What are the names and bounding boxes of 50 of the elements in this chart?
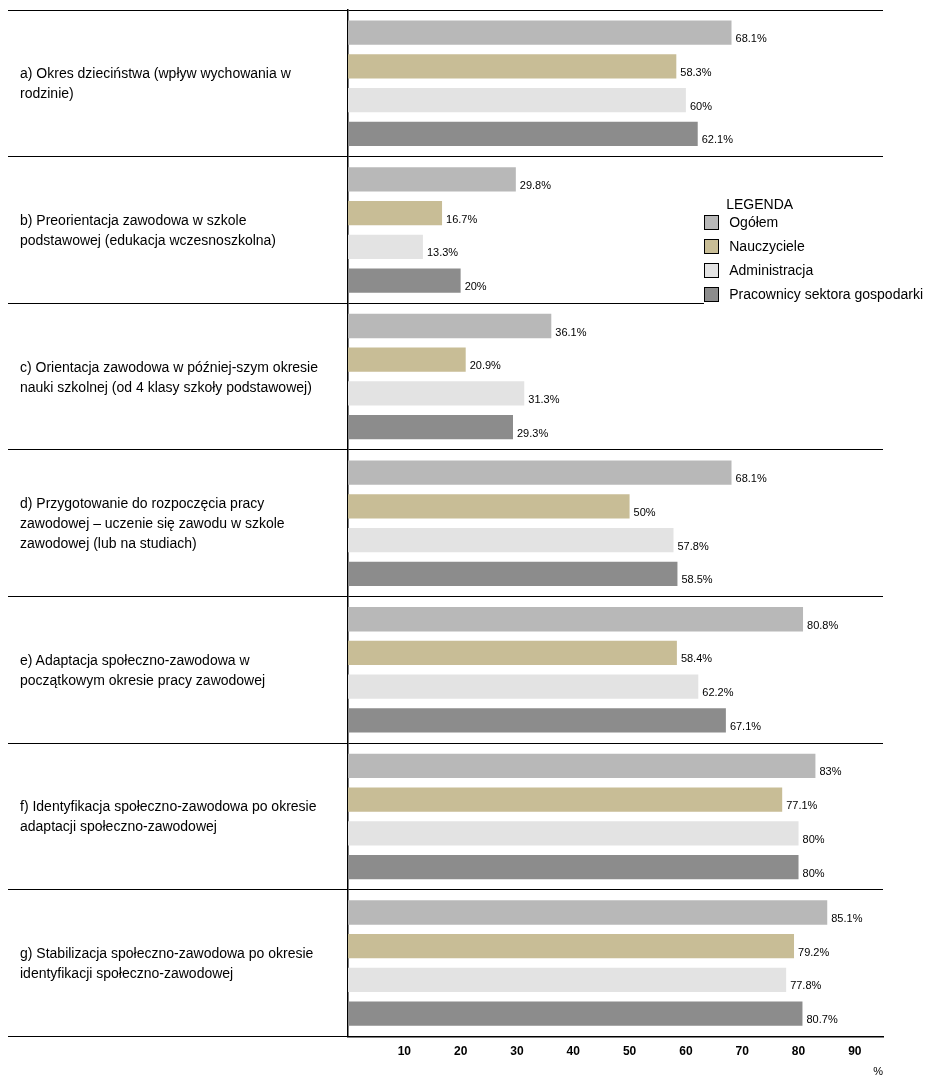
data-label: 29.8% [519,178,552,191]
y-tick-label: d) Przygotowanie do rozpoczęcia pracy zawodowej – uczenie się zawodu w szkole zawodowej (lub na studiach) [20,494,286,554]
data-label: 77.1% [786,799,818,812]
data-label: 80.8% [807,618,839,631]
x-tick-label: 50 [622,1043,637,1058]
x-tick-label: 10 [397,1043,412,1058]
data-label: 31.3% [528,392,560,405]
y-tick-label: a) Okres dzieciństwa (wpływ wychowania w rodzinie) [20,64,292,104]
data-label: 60% [689,99,713,112]
data-label: 77.8% [790,979,822,992]
legend-label: Ogółem [729,214,779,230]
data-label: 83% [819,765,842,778]
data-label: 20.9% [469,359,502,372]
data-label: 58.4% [680,652,713,665]
x-tick-label: 60 [679,1043,693,1058]
x-tick-label: 20 [453,1043,468,1058]
data-label: 20% [464,280,487,293]
data-label: 16.7% [446,212,478,225]
y-tick-label: b) Preorientacja zawodowa w szkole podstawowej (edukacja wczesnoszkolna) [20,210,278,250]
y-tick-label: g) Stabilizacja społeczno-zawodowa po okresie identyfikacji społeczno-zawodowej [20,944,315,984]
legend-label: Pracownicy sektora gospodarki [729,286,923,302]
data-label: 79.2% [798,945,830,958]
data-label: 68.1% [735,32,767,45]
data-label: 62.1% [701,133,734,146]
y-tick-label: f) Identyfikacja społeczno-zawodowa po okresie adaptacji społeczno-zawodowej [20,797,318,837]
legend-label: Administracja [729,262,814,278]
data-label: 85.1% [831,912,863,925]
data-label: 50% [633,505,656,518]
data-label: 80% [802,832,825,845]
y-tick-label: c) Orientacja zawodowa w później-szym okresie nauki szkolnej (od 4 klasy szkoły podstawowej) [20,357,319,397]
data-label: 58.5% [681,573,713,586]
data-label: 80% [802,866,825,879]
y-tick-label: e) Adaptacja społeczno-zawodowa w początkowym okresie pracy zawodowej [20,650,267,690]
legend-title: LEGENDA [726,196,795,212]
data-label: 62.2% [702,686,734,699]
x-tick-label: 40 [566,1043,581,1058]
data-label: 67.1% [729,719,762,732]
data-label: 68.1% [735,472,767,485]
x-tick-label: 70 [735,1043,750,1058]
data-label: 57.8% [677,539,709,552]
x-tick-label: 30 [510,1043,524,1058]
x-axis-title: % [873,1065,884,1078]
x-tick-label: 90 [848,1043,862,1058]
data-label: 36.1% [555,325,587,338]
data-label: 58.3% [680,65,712,78]
x-tick-label: 80 [791,1043,806,1058]
data-label: 80.7% [806,1013,838,1026]
data-label: 13.3% [426,246,459,259]
legend-label: Nauczyciele [729,238,805,254]
data-label: 29.3% [517,426,549,439]
